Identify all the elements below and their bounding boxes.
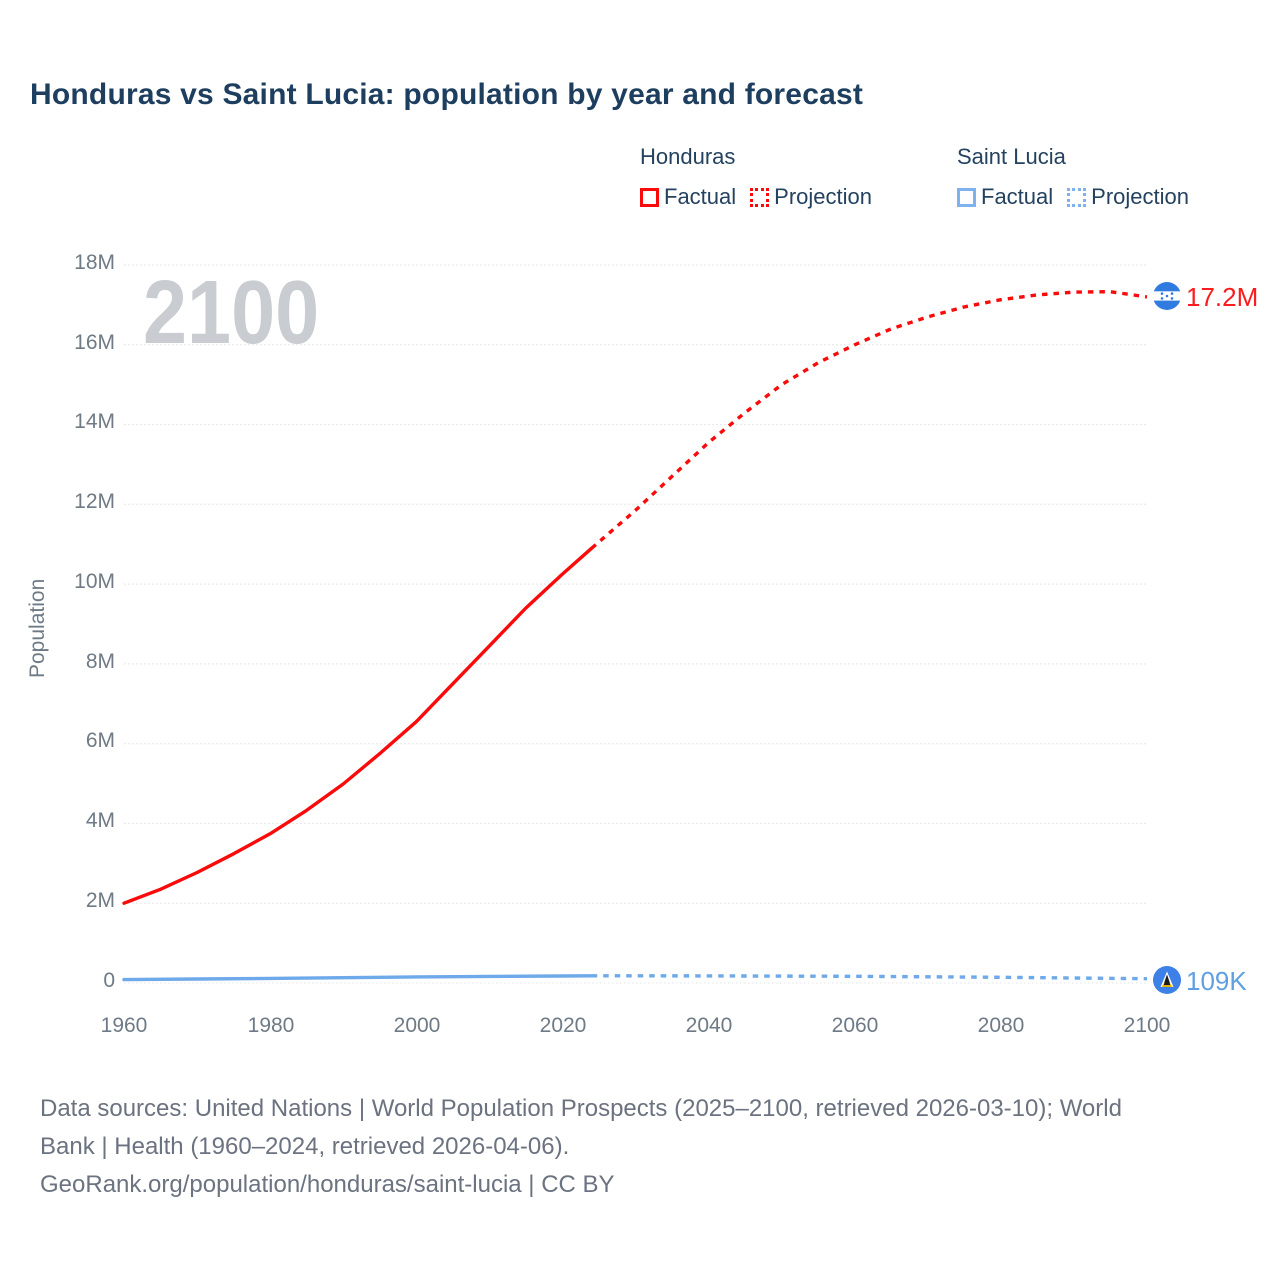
legend-item-honduras-projection[interactable]: Projection (750, 184, 872, 210)
y-tick-label: 12M (74, 490, 115, 513)
legend-label: Factual (981, 184, 1054, 209)
legend-item-honduras-factual[interactable]: Factual (640, 184, 736, 210)
x-tick-label: 2000 (393, 1014, 441, 1037)
y-tick-label: 16M (74, 331, 115, 354)
legend-label: Projection (774, 184, 872, 209)
y-tick-label: 0 (103, 969, 115, 992)
page-title: Honduras vs Saint Lucia: population by y… (30, 78, 864, 111)
legend-group-honduras: Honduras Factual Projection (640, 144, 872, 210)
y-tick-label: 10M (74, 570, 115, 593)
honduras-flag-icon (1153, 282, 1181, 310)
data-sources-line-1: Data sources: United Nations | World Pop… (40, 1095, 1122, 1122)
y-tick-label: 6M (85, 729, 115, 752)
legend-title-saint-lucia: Saint Lucia (957, 144, 1066, 169)
y-tick-label: 2M (85, 889, 115, 912)
y-tick-label: 8M (85, 650, 115, 673)
x-tick-label: 1960 (100, 1014, 148, 1037)
saint-lucia-end-value: 109K (1186, 966, 1247, 996)
honduras-end-value: 17.2M (1186, 282, 1259, 312)
legend-item-saint-lucia-projection[interactable]: Projection (1067, 184, 1189, 210)
x-tick-label: 2100 (1123, 1014, 1171, 1037)
x-tick-label: 2040 (685, 1014, 733, 1037)
x-tick-label: 2080 (977, 1014, 1025, 1037)
legend-group-saint-lucia: Saint Lucia Factual Projection (957, 144, 1189, 210)
saint-lucia-flag-icon (1153, 966, 1181, 994)
y-tick-label: 4M (85, 809, 115, 832)
legend-title-honduras: Honduras (640, 144, 736, 169)
saint-lucia-factual-swatch-icon (957, 187, 976, 207)
attribution-line: GeoRank.org/population/honduras/saint-lu… (40, 1171, 615, 1198)
footer: Data sources: United Nations | World Pop… (40, 1090, 1230, 1204)
honduras-projection-swatch-icon (750, 187, 770, 207)
legend-item-saint-lucia-factual[interactable]: Factual (957, 184, 1053, 210)
saint-lucia-projection-swatch-icon (1067, 187, 1087, 207)
x-tick-label: 1980 (247, 1014, 295, 1037)
x-tick-label: 2020 (539, 1014, 587, 1037)
data-sources-line-2: Bank | Health (1960–2024, retrieved 2026… (40, 1133, 570, 1160)
y-tick-label: 18M (74, 251, 115, 274)
legend-label: Projection (1091, 184, 1189, 209)
watermark-year: 2100 (143, 263, 320, 363)
legend-label: Factual (664, 184, 737, 209)
honduras-factual-swatch-icon (640, 187, 659, 207)
x-tick-label: 2060 (831, 1014, 879, 1037)
y-tick-label: 14M (74, 410, 115, 433)
